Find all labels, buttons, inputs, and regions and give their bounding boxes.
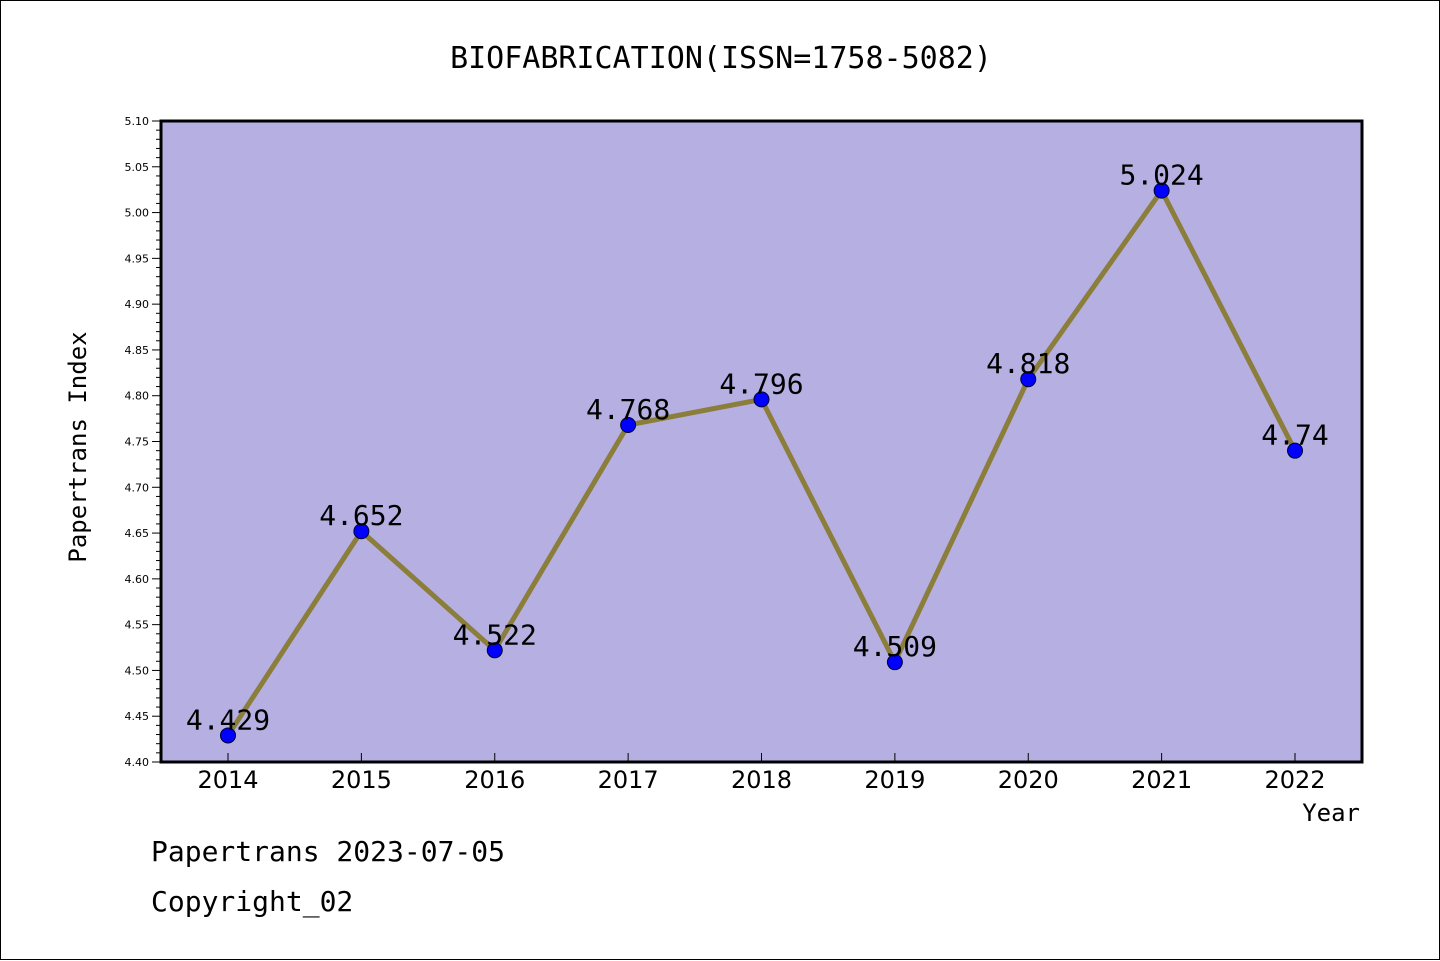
data-label: 4.74 <box>1261 419 1328 452</box>
y-tick-label: 5.10 <box>125 115 150 128</box>
chart-title: BIOFABRICATION(ISSN=1758-5082) <box>450 41 992 76</box>
data-point <box>353 523 370 540</box>
data-point <box>620 417 637 434</box>
y-tick-label: 4.75 <box>125 436 150 449</box>
data-labels: 4.429 4.652 4.522 4.768 4.796 4.509 4.818 5.024… <box>186 159 1329 737</box>
x-tick-label: 2015 <box>331 766 392 794</box>
y-tick-label: 4.85 <box>125 344 150 357</box>
y-axis: 4.40 4.45 4.50 4.55 4.60 4.65 4.70 4.75 4.80 4.85… <box>125 115 161 769</box>
y-tick-label: 4.40 <box>125 756 150 769</box>
data-label: 4.796 <box>719 367 803 400</box>
data-point <box>220 727 236 744</box>
plot-area <box>159 119 1364 764</box>
y-tick-label: 4.95 <box>125 252 150 265</box>
y-tick-label: 4.70 <box>125 481 150 494</box>
y-tick-label: 4.55 <box>125 619 150 632</box>
x-axis: 2014 2015 2016 2017 2018 2019 2020 2021 2022 <box>197 753 1326 794</box>
y-tick-label: 5.00 <box>125 207 150 220</box>
data-label: 4.429 <box>186 703 270 736</box>
x-tick-label: 2022 <box>1264 766 1325 794</box>
x-tick-label: 2016 <box>464 766 525 794</box>
y-tick-label: 4.60 <box>125 573 150 586</box>
data-label: 4.509 <box>853 630 937 663</box>
data-label: 4.522 <box>453 618 537 651</box>
data-label: 4.818 <box>986 347 1070 380</box>
x-tick-label: 2018 <box>731 766 792 794</box>
data-point <box>1153 182 1170 199</box>
x-tick-label: 2020 <box>998 766 1059 794</box>
data-point <box>1287 442 1303 459</box>
x-axis-label: Year <box>1302 799 1360 827</box>
x-tick-label: 2014 <box>197 766 258 794</box>
data-label: 4.768 <box>586 393 670 426</box>
data-label: 5.024 <box>1119 159 1203 192</box>
data-label: 4.652 <box>319 499 403 532</box>
y-axis-label: Papertrans Index <box>64 331 92 562</box>
footer-copyright: Copyright_02 <box>151 885 354 918</box>
data-point <box>1020 371 1037 388</box>
footer-date: Papertrans 2023-07-05 <box>151 835 506 868</box>
y-tick-label: 5.05 <box>125 161 150 174</box>
y-tick-label: 4.45 <box>125 710 150 723</box>
y-tick-label: 4.65 <box>125 527 150 540</box>
y-tick-label: 4.80 <box>125 390 150 403</box>
y-tick-label: 4.50 <box>125 664 150 677</box>
y-tick-label: 4.90 <box>125 298 150 311</box>
data-point <box>753 391 770 408</box>
x-tick-label: 2019 <box>864 766 925 794</box>
x-tick-label: 2017 <box>598 766 659 794</box>
data-series <box>220 182 1303 744</box>
x-tick-label: 2021 <box>1131 766 1192 794</box>
data-point <box>886 654 903 671</box>
data-point <box>486 642 503 659</box>
